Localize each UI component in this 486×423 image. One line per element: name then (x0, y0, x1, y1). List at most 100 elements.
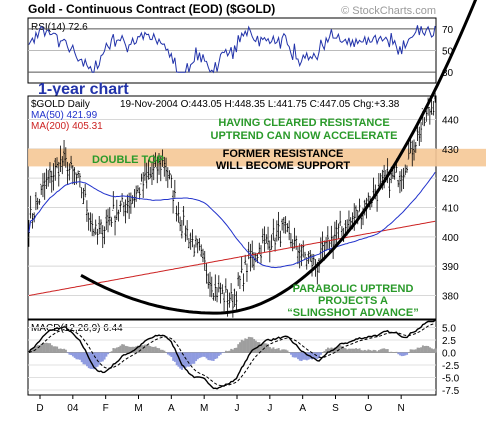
x-tick-label: M (134, 403, 142, 414)
macd-histogram-bar (424, 346, 426, 352)
macd-histogram-bar (100, 353, 102, 362)
macd-histogram-bar (142, 345, 144, 352)
macd-tick-label: -7.5 (442, 386, 460, 397)
macd-histogram-bar (98, 353, 100, 365)
macd-histogram-bar (425, 346, 427, 353)
macd-histogram-bar (301, 353, 303, 362)
macd-histogram-bar (258, 342, 260, 352)
macd-histogram-bar (74, 353, 76, 358)
macd-histogram-bar (218, 353, 220, 356)
macd-histogram-bar (434, 349, 436, 353)
annotation-parabolic-1: PARABOLIC UPTREND (293, 283, 414, 295)
macd-histogram-bar (118, 347, 120, 353)
macd-histogram-bar (105, 353, 107, 357)
macd-histogram-bar (44, 343, 46, 353)
macd-histogram-bar (274, 349, 276, 352)
macd-histogram-bar (406, 353, 408, 355)
macd-histogram-bar (244, 338, 246, 352)
macd-histogram-bar (65, 350, 67, 353)
macd-histogram-bar (360, 350, 362, 352)
macd-histogram-bar (228, 351, 230, 353)
macd-histogram-bar (390, 352, 392, 353)
macd-histogram-bar (192, 353, 194, 364)
macd-histogram-bar (339, 345, 341, 352)
price-tick-label: 390 (442, 262, 459, 273)
macd-histogram-bar (58, 349, 60, 353)
macd-histogram-bar (246, 339, 248, 353)
watermark: © StockCharts.com (341, 5, 436, 17)
macd-histogram-bar (397, 353, 399, 355)
macd-histogram-bar (265, 343, 267, 352)
macd-histogram-bar (401, 353, 403, 357)
macd-tick-label: -5.0 (442, 374, 460, 385)
macd-histogram-bar (56, 347, 58, 353)
macd-histogram-bar (155, 346, 157, 352)
macd-histogram-bar (144, 345, 146, 353)
annotation-resistance-cleared-2: UPTREND CAN NOW ACCELERATE (211, 130, 398, 142)
macd-histogram-bar (53, 346, 55, 352)
annotation-double-top: DOUBLE TOP (92, 154, 164, 166)
macd-histogram-bar (369, 350, 371, 352)
macd-histogram-bar (167, 353, 169, 355)
macd-histogram-bar (299, 353, 301, 361)
rsi-tick-label: 70 (442, 25, 454, 36)
macd-histogram-bar (209, 353, 211, 361)
macd-histogram-bar (63, 349, 65, 353)
macd-histogram-bar (278, 348, 280, 352)
macd-histogram-bar (111, 351, 113, 352)
macd-histogram-bar (172, 353, 174, 361)
macd-histogram-bar (250, 337, 252, 352)
macd-histogram-bar (199, 353, 201, 359)
x-tick-label: J (235, 403, 240, 414)
macd-histogram-bar (417, 348, 419, 353)
macd-histogram-bar (49, 343, 51, 352)
macd-histogram-bar (373, 350, 375, 353)
macd-histogram-bar (181, 353, 183, 370)
macd-histogram-bar (148, 345, 150, 352)
macd-histogram-bar (389, 352, 391, 353)
macd-histogram-bar (97, 353, 99, 367)
macd-histogram-bar (158, 348, 160, 352)
price-tick-label: 440 (442, 115, 459, 126)
chart-title: Gold - Continuous Contract (EOD) ($GOLD) (28, 2, 275, 16)
x-tick-label: M (200, 403, 208, 414)
x-tick-label: D (36, 403, 43, 414)
macd-histogram-bar (355, 348, 357, 352)
macd-histogram-bar (193, 353, 195, 364)
macd-histogram-bar (81, 353, 83, 363)
macd-histogram-bar (378, 350, 380, 352)
macd-histogram-bar (343, 348, 345, 353)
macd-histogram-bar (126, 346, 128, 352)
price-tick-label: 430 (442, 145, 459, 156)
macd-histogram-bar (206, 353, 208, 359)
macd-histogram-bar (279, 350, 281, 352)
macd-histogram-bar (271, 349, 273, 353)
macd-histogram-bar (119, 346, 121, 353)
macd-histogram-bar (153, 347, 155, 353)
macd-histogram-bar (200, 353, 202, 358)
annotation-former-resistance-1: FORMER RESISTANCE (223, 148, 344, 160)
macd-histogram-bar (350, 349, 352, 353)
macd-histogram-bar (202, 353, 204, 357)
macd-histogram-bar (47, 343, 49, 352)
macd-histogram-bar (220, 353, 222, 355)
x-tick-label: 04 (67, 403, 79, 414)
price-symbol-label: $GOLD Daily (31, 99, 90, 110)
x-tick-label: O (364, 403, 372, 414)
macd-histogram-bar (116, 348, 118, 353)
macd-histogram-bar (169, 353, 171, 356)
macd-histogram-bar (383, 348, 385, 352)
macd-histogram-bar (112, 348, 114, 352)
macd-histogram-bar (380, 349, 382, 352)
macd-histogram-bar (295, 353, 297, 358)
macd-histogram-bar (79, 353, 81, 360)
macd-histogram-bar (151, 347, 153, 353)
macd-histogram-bar (353, 349, 355, 353)
macd-histogram-bar (77, 353, 79, 360)
macd-histogram-bar (404, 353, 406, 356)
macd-histogram-bar (188, 353, 190, 367)
macd-histogram-bar (156, 348, 158, 353)
macd-histogram-bar (320, 353, 322, 355)
x-tick-label: A (299, 403, 306, 414)
price-tick-label: 420 (442, 174, 459, 185)
